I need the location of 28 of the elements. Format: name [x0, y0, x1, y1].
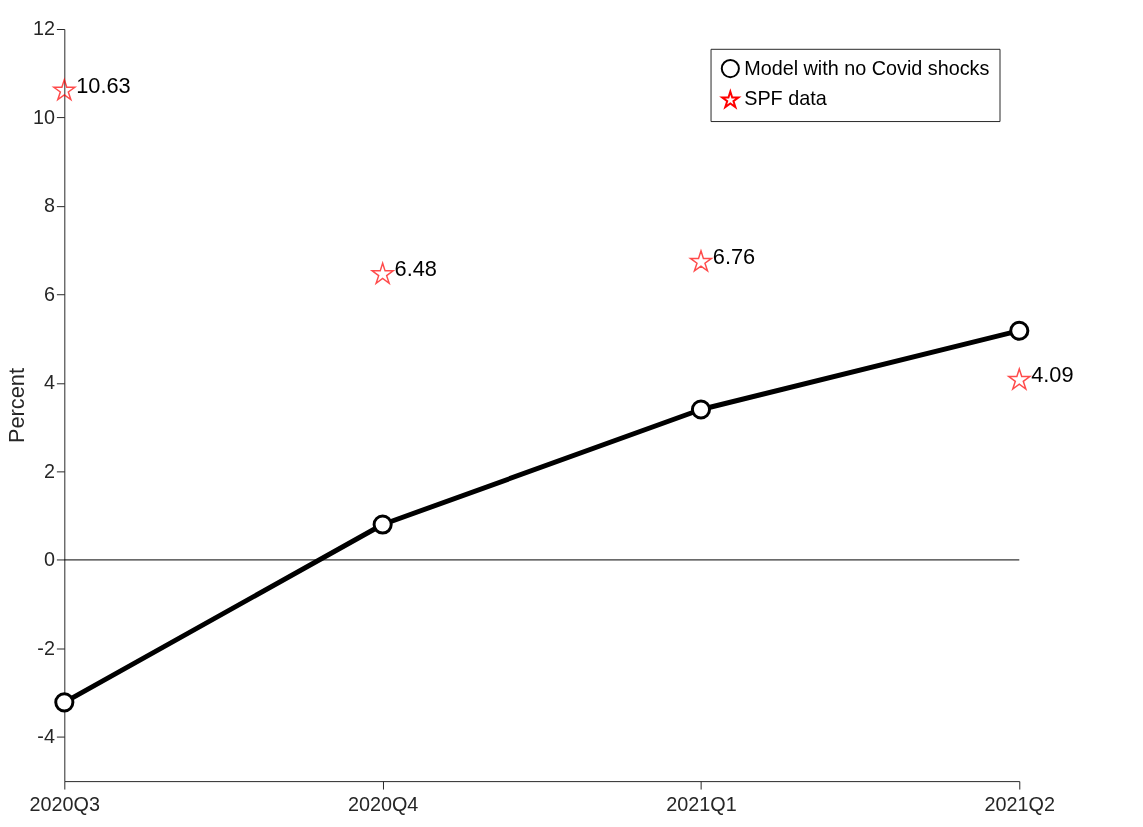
legend-label: Model with no Covid shocks	[744, 56, 990, 79]
point	[53, 78, 76, 101]
point	[690, 399, 712, 420]
point	[371, 262, 394, 284]
data-label: 4.09	[1031, 361, 1074, 387]
y-tick-label: 10	[32, 105, 55, 128]
point	[689, 250, 713, 272]
data-label: 6.76	[712, 243, 756, 269]
y-tick-label: 8	[43, 194, 55, 217]
legend-label: SPF data	[744, 87, 827, 110]
x-tick-label: 2020Q4	[347, 793, 419, 816]
x-tick-label: 2021Q2	[984, 793, 1055, 816]
point	[1009, 320, 1030, 341]
y-tick-label: 6	[43, 282, 55, 305]
data-label: 10.63	[76, 72, 131, 98]
point	[372, 514, 393, 535]
point	[54, 692, 75, 713]
y-tick-label: 12	[32, 17, 55, 40]
y-tick-label: -2	[37, 636, 55, 659]
data-label: 6.48	[394, 256, 437, 282]
y-axis-title: Percent	[4, 368, 29, 444]
x-tick-label: 2021Q1	[666, 793, 737, 816]
y-tick-label: 4	[43, 371, 55, 394]
y-tick-label: 2	[43, 459, 55, 482]
x-tick-label: 2020Q3	[29, 793, 101, 816]
point	[1008, 368, 1031, 390]
y-tick-label: -4	[37, 725, 55, 748]
y-tick-label: 0	[43, 548, 55, 571]
